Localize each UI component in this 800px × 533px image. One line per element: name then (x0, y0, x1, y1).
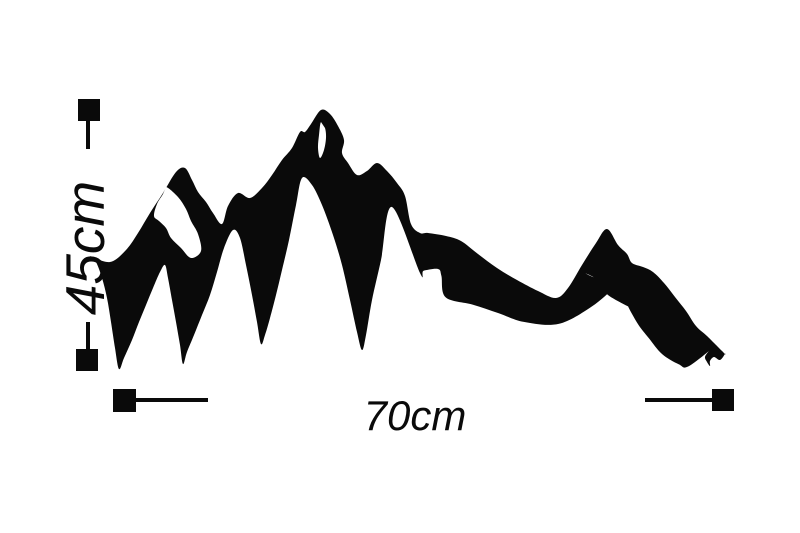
svg-text:70cm: 70cm (364, 392, 467, 439)
svg-text:45cm: 45cm (54, 181, 116, 316)
